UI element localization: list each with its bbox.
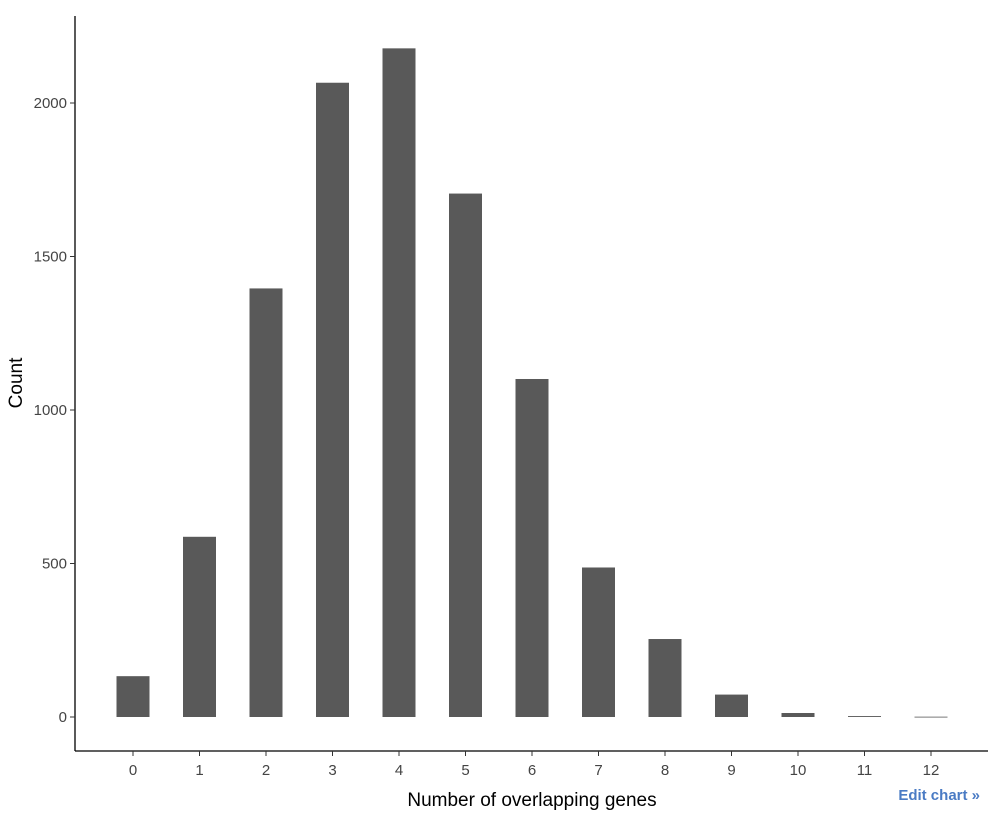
bar-8 [648,639,682,717]
x-tick-label: 12 [923,762,940,779]
bar-11 [848,716,881,717]
x-tick-label: 11 [857,762,873,779]
bar-0 [116,676,150,717]
bar-7 [582,567,615,717]
bar-1 [183,536,216,717]
x-axis-title: Number of overlapping genes [407,790,656,811]
bar-4 [382,48,416,717]
x-tick-label: 3 [328,762,336,779]
bars-group [116,48,948,718]
x-tick-label: 1 [195,762,203,779]
bar-6 [515,378,549,717]
x-tick-label: 9 [727,762,735,779]
x-tick-label: 7 [594,762,602,779]
y-tick-label: 2000 [34,95,67,112]
y-tick-label: 1500 [34,249,67,266]
x-tick-label: 0 [129,762,137,779]
y-tick-label: 500 [42,556,67,573]
x-tick-label: 6 [528,762,536,779]
x-tick-label: 8 [661,762,669,779]
edit-chart-link[interactable]: Edit chart » [898,787,980,804]
y-tick-label: 0 [59,709,67,726]
x-tick-label: 4 [395,762,403,779]
x-tick-label: 2 [262,762,270,779]
x-axis-ticks: 0 1 2 3 4 5 6 7 8 9 10 11 12 [129,751,940,779]
bar-12 [914,716,948,718]
bar-9 [715,694,748,717]
y-axis-title: Count [6,357,27,408]
x-tick-label: 5 [461,762,469,779]
y-axis-ticks: 0 500 1000 1500 2000 [34,95,75,726]
y-tick-label: 1000 [34,402,67,419]
bar-2 [249,288,283,717]
bar-10 [781,713,815,717]
bar-3 [316,82,349,718]
x-tick-label: 10 [790,762,807,779]
bar-5 [449,193,482,717]
